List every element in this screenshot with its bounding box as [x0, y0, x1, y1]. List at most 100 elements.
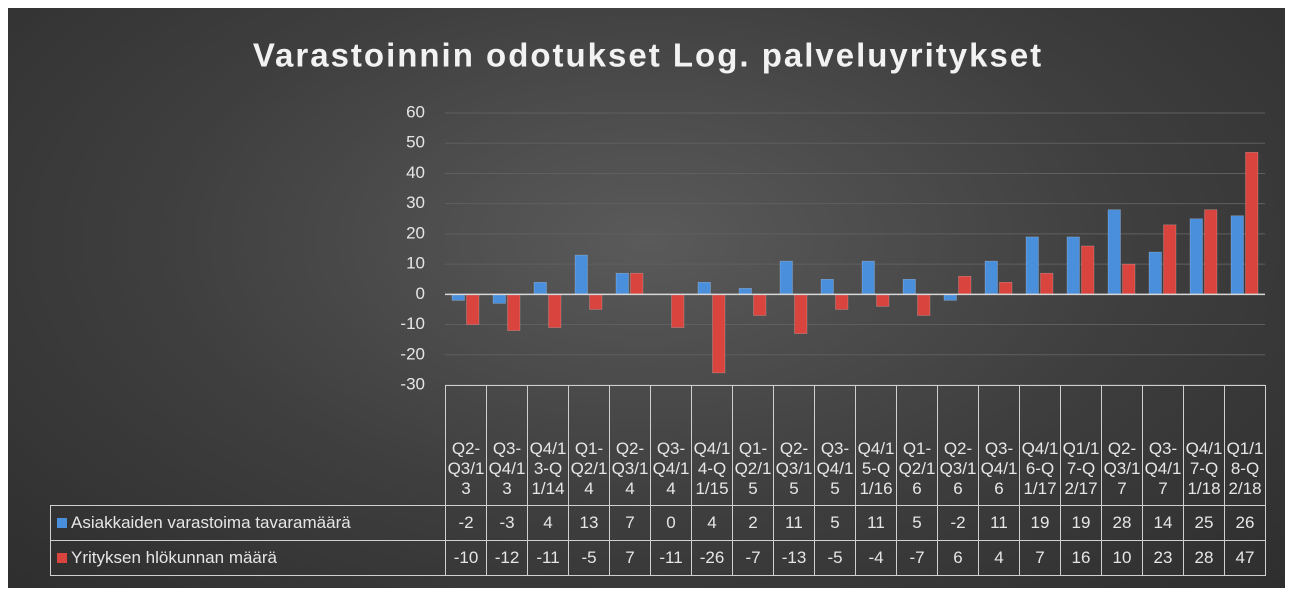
- table-value: 6: [937, 540, 979, 576]
- bar: [1122, 263, 1136, 295]
- bar: [466, 294, 480, 325]
- bar: [1040, 272, 1054, 295]
- table-value: 4: [691, 505, 733, 541]
- category-label: Q1/18-Q2/18: [1224, 385, 1266, 506]
- bar: [1148, 251, 1162, 295]
- category-label: Q1/17-Q2/17: [1060, 385, 1102, 506]
- bar: [451, 294, 465, 301]
- table-value: -2: [445, 505, 487, 541]
- category-label: Q1-Q2/14: [568, 385, 610, 506]
- bar: [589, 294, 603, 310]
- table-value: -12: [486, 540, 528, 576]
- table-value: 0: [650, 505, 692, 541]
- legend-entry: Yrityksen hlökunnan määrä: [50, 540, 446, 576]
- table-value: 25: [1183, 505, 1225, 541]
- table-value: 7: [1019, 540, 1061, 576]
- bar: [943, 294, 957, 301]
- category-label: Q2-Q3/16: [937, 385, 979, 506]
- bar: [1189, 218, 1203, 295]
- y-tick-label: 0: [416, 284, 425, 303]
- table-value: 10: [1101, 540, 1143, 576]
- category-label: Q3-Q4/13: [486, 385, 528, 506]
- category-label: Q4/17-Q1/18: [1183, 385, 1225, 506]
- table-value: -11: [527, 540, 569, 576]
- y-tick-label: 60: [406, 102, 425, 121]
- table-value: 7: [609, 540, 651, 576]
- bar: [507, 294, 521, 331]
- table-value: -10: [445, 540, 487, 576]
- table-value: 5: [896, 505, 938, 541]
- table-value: -26: [691, 540, 733, 576]
- bar: [738, 288, 752, 295]
- category-label: Q4/14-Q1/15: [691, 385, 733, 506]
- table-value: 11: [855, 505, 897, 541]
- table-value: -4: [855, 540, 897, 576]
- table-value: 26: [1224, 505, 1266, 541]
- table-value: 28: [1101, 505, 1143, 541]
- table-value: 16: [1060, 540, 1102, 576]
- category-label: Q2-Q3/14: [609, 385, 651, 506]
- bar: [574, 254, 588, 295]
- y-tick-label: 20: [406, 223, 425, 242]
- bar: [999, 281, 1013, 295]
- table-value: 19: [1060, 505, 1102, 541]
- y-tick-label: 50: [406, 133, 425, 152]
- bar: [820, 278, 834, 295]
- bar: [835, 294, 849, 310]
- table-value: 11: [978, 505, 1020, 541]
- bar: [984, 260, 998, 295]
- legend-swatch: [57, 518, 67, 528]
- bar: [492, 294, 506, 304]
- category-label: Q2-Q3/15: [773, 385, 815, 506]
- table-value: -3: [486, 505, 528, 541]
- bar: [876, 294, 890, 307]
- y-tick-label: -20: [400, 344, 425, 363]
- bar: [1025, 236, 1039, 295]
- legend-swatch: [57, 553, 67, 563]
- table-value: 13: [568, 505, 610, 541]
- y-tick-label: -30: [400, 374, 425, 393]
- legend-label: Asiakkaiden varastoima tavaramäärä: [71, 513, 351, 532]
- category-label: Q1-Q2/16: [896, 385, 938, 506]
- category-label: Q2-Q3/17: [1101, 385, 1143, 506]
- bar: [917, 294, 931, 316]
- category-label: Q4/16-Q1/17: [1019, 385, 1061, 506]
- bar: [697, 281, 711, 295]
- category-label: Q3-Q4/16: [978, 385, 1020, 506]
- bar: [533, 281, 547, 295]
- bar: [1163, 224, 1177, 295]
- table-value: -7: [896, 540, 938, 576]
- table-value: 28: [1183, 540, 1225, 576]
- bar: [671, 294, 685, 328]
- table-value: -7: [732, 540, 774, 576]
- table-value: -5: [814, 540, 856, 576]
- bar: [1066, 236, 1080, 295]
- y-tick-label: 30: [406, 193, 425, 212]
- category-label: Q1-Q2/15: [732, 385, 774, 506]
- bar: [753, 294, 767, 316]
- bar: [1204, 209, 1218, 295]
- table-value: 47: [1224, 540, 1266, 576]
- bar: [1245, 152, 1259, 295]
- table-value: -11: [650, 540, 692, 576]
- table-value: 2: [732, 505, 774, 541]
- bar: [630, 272, 644, 295]
- bar: [958, 275, 972, 295]
- bar: [1081, 245, 1095, 295]
- category-label: Q3-Q4/17: [1142, 385, 1184, 506]
- table-value: 4: [978, 540, 1020, 576]
- bar: [712, 294, 726, 374]
- table-value: 5: [814, 505, 856, 541]
- y-tick-label: -10: [400, 314, 425, 333]
- category-label: Q2-Q3/13: [445, 385, 487, 506]
- table-value: -5: [568, 540, 610, 576]
- table-value: 23: [1142, 540, 1184, 576]
- bar: [548, 294, 562, 328]
- legend-label: Yrityksen hlökunnan määrä: [71, 548, 278, 567]
- bar: [861, 260, 875, 295]
- y-tick-label: 40: [406, 163, 425, 182]
- legend-entry: Asiakkaiden varastoima tavaramäärä: [50, 505, 446, 541]
- bar: [902, 278, 916, 295]
